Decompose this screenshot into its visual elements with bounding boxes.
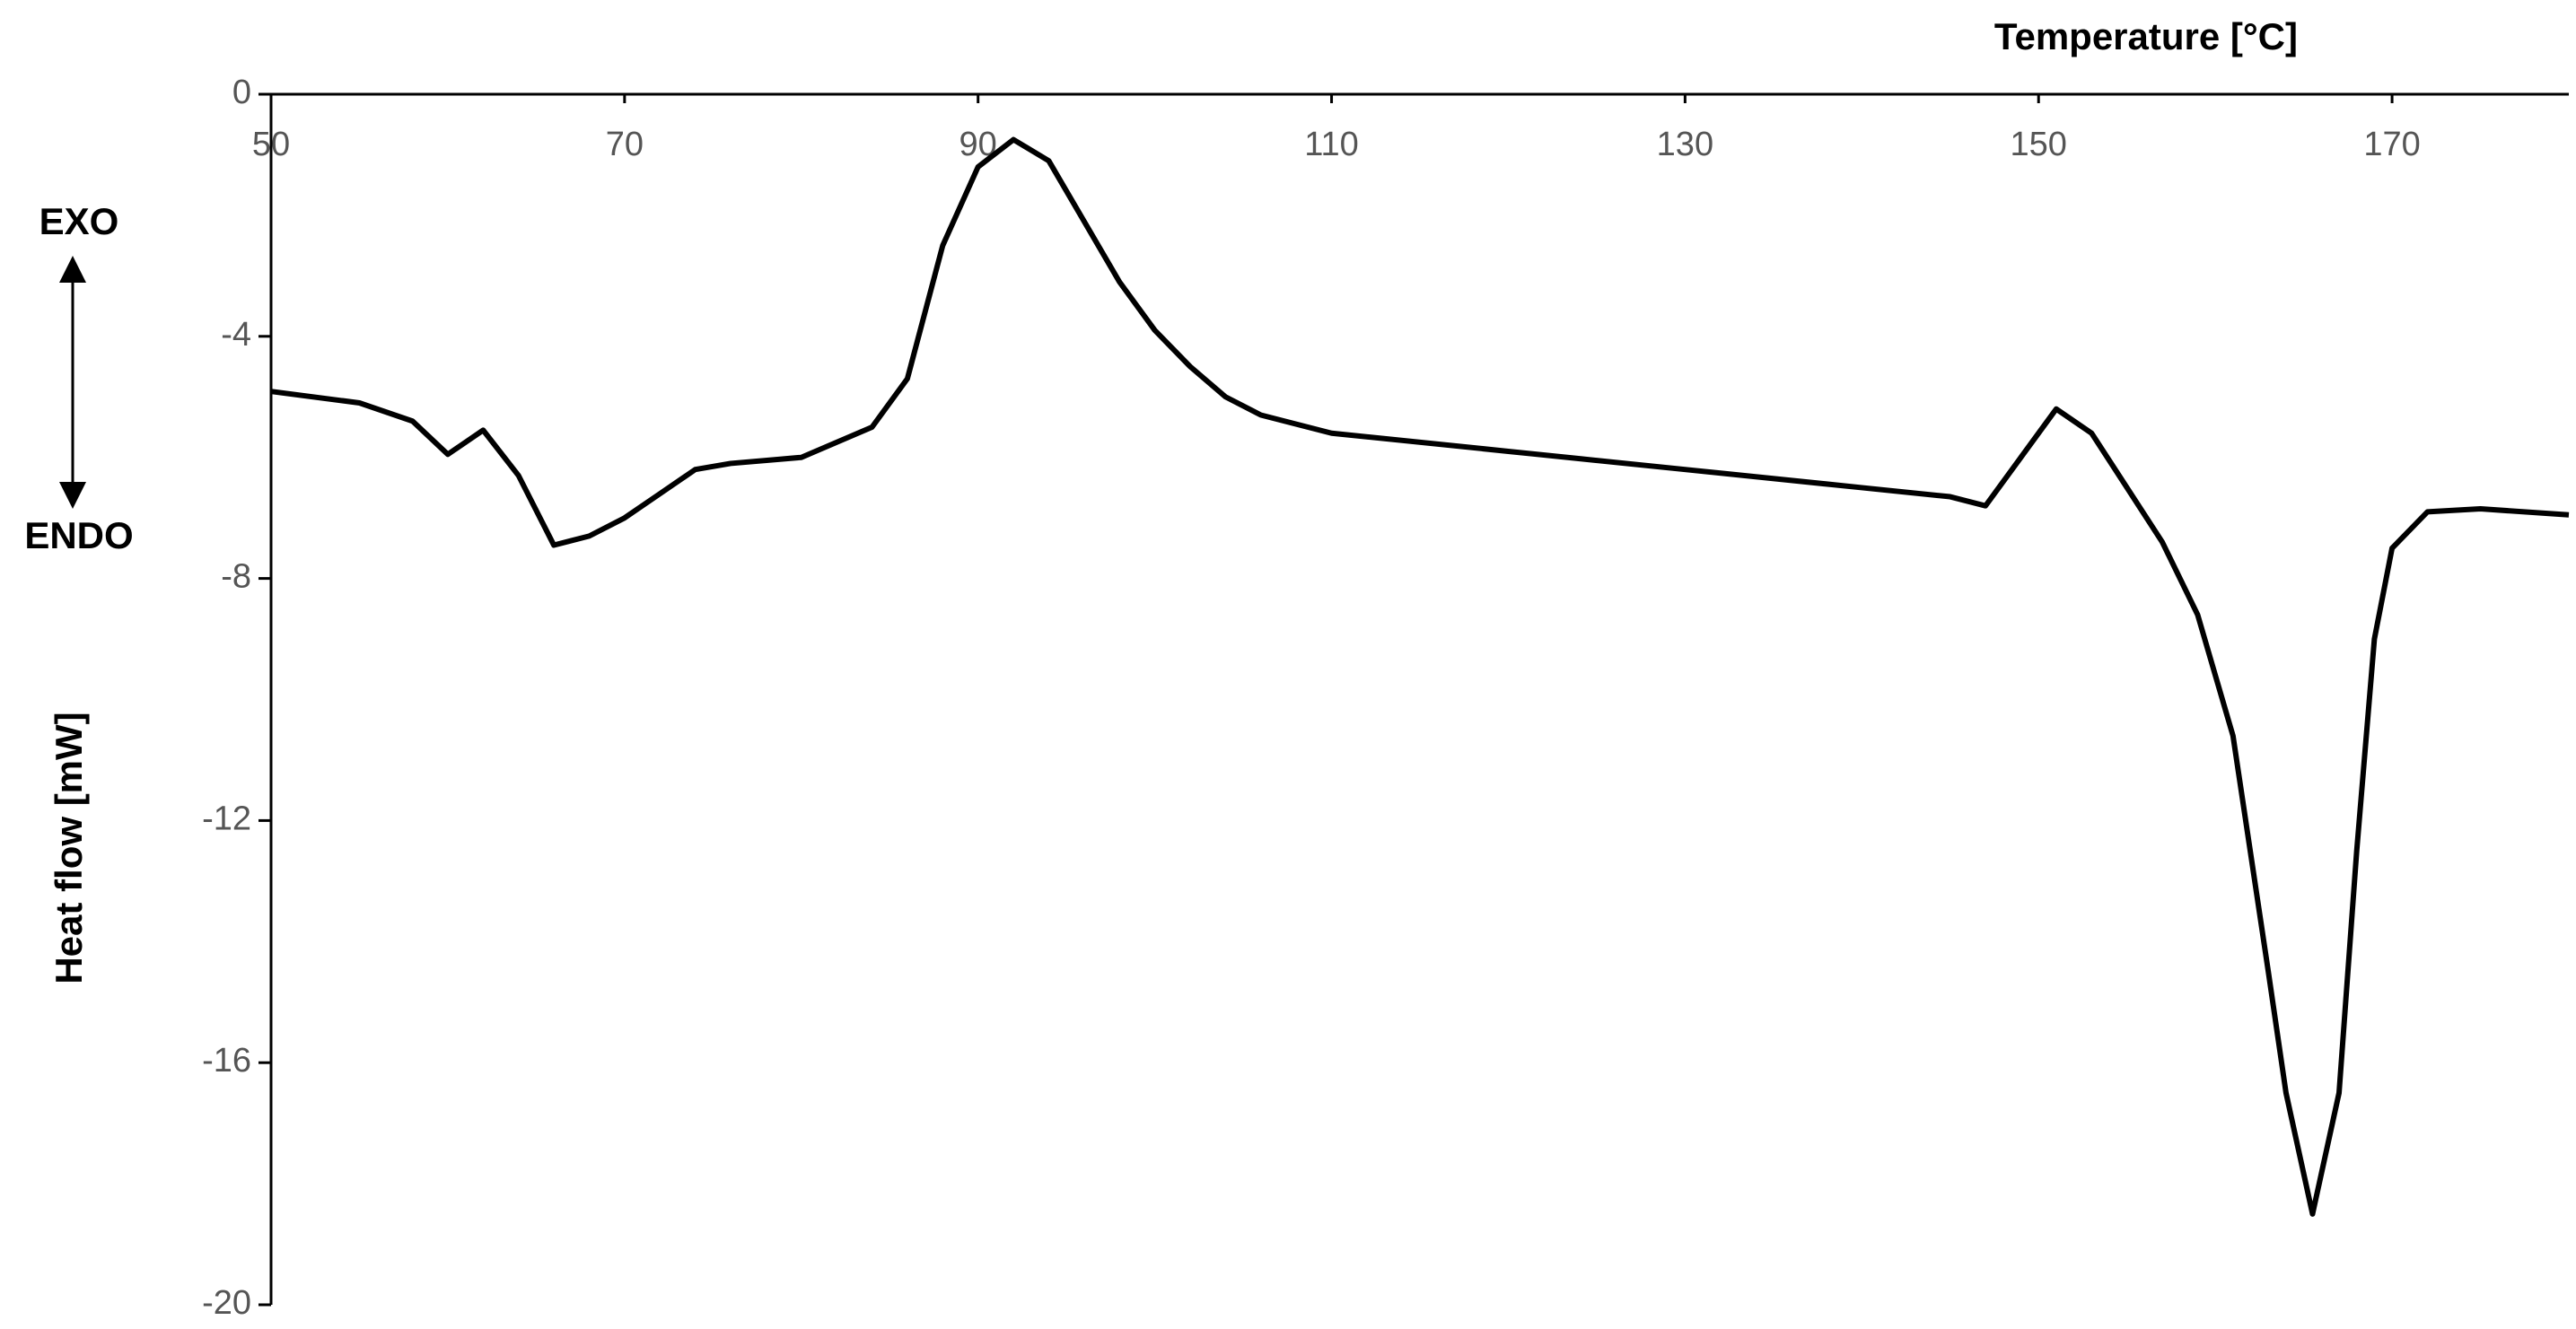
x-tick-label: 170 [2363,126,2420,163]
y-tick-label: -12 [202,800,251,837]
data-line [270,136,2570,1217]
y-tick-label: -8 [221,558,251,596]
x-tick-label: 110 [1304,126,1359,163]
y-tick-label: -16 [202,1042,251,1080]
x-tick-label: 130 [1657,126,1713,163]
y-tick-label: 0 [232,74,251,111]
x-tick-label: 50 [252,126,290,163]
y-tick-label: -20 [202,1284,251,1322]
x-tick-label: 70 [606,126,644,163]
x-tick-label: 150 [2011,126,2067,163]
y-tick-label: -4 [221,316,251,354]
annotation: ENDO [24,514,133,556]
annotation: EXO [39,200,119,242]
y-axis-label: Heat flow [mW] [48,712,90,984]
chart-title: Temperature [°C] [1994,15,2298,57]
